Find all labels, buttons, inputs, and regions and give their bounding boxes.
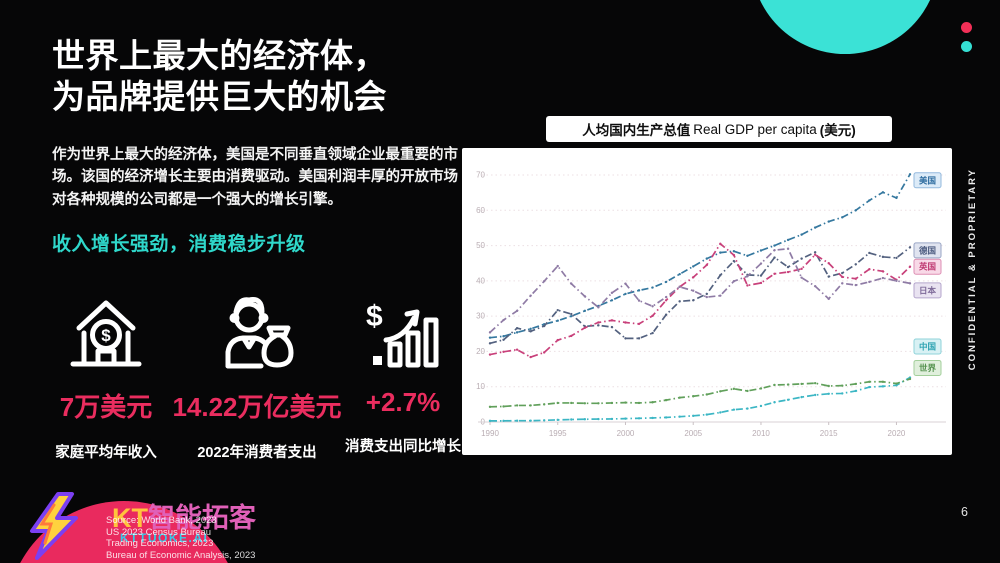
decorative-cyan-circle	[751, 0, 939, 54]
section-subheading: 收入增长强劲，消费稳步升级	[52, 234, 306, 255]
svg-text:60: 60	[476, 206, 485, 215]
house-dollar-icon: $	[40, 284, 172, 374]
svg-text:日本: 日本	[919, 285, 937, 295]
chart-title-en: Real GDP per capita	[693, 121, 817, 137]
decorative-red-dot	[961, 22, 972, 33]
stat-label: 2022年消费者支出	[197, 445, 317, 461]
page-title-line1: 世界上最大的经济体，	[52, 37, 387, 74]
stat-spending-growth: $ +2.7% 消费支出同比增长	[342, 284, 464, 456]
svg-text:1995: 1995	[549, 429, 567, 438]
svg-text:2015: 2015	[820, 429, 838, 438]
chart-title-unit: (美元)	[819, 123, 856, 138]
stat-value: 7万美元	[59, 392, 153, 422]
chart-title: 人均国内生产总值 Real GDP per capita (美元)	[546, 116, 892, 142]
svg-text:2010: 2010	[752, 429, 770, 438]
stat-consumer-spending: 14.22万亿美元 2022年消费者支出	[172, 284, 342, 462]
svg-text:德国: 德国	[919, 245, 936, 255]
stat-label: 消费支出同比增长	[345, 439, 461, 455]
stat-label: 家庭平均年收入	[55, 445, 157, 461]
svg-text:中国: 中国	[919, 342, 936, 352]
svg-text:美国: 美国	[919, 175, 936, 185]
svg-text:$: $	[366, 300, 383, 333]
logo-subtext: KTTUOKE.AI	[120, 531, 209, 545]
lightning-bolt-logo-icon	[24, 491, 98, 563]
svg-text:$: $	[101, 326, 111, 345]
stat-value: 14.22万亿美元	[172, 392, 342, 422]
stat-household-income: $ 7万美元 家庭平均年收入	[40, 284, 172, 462]
source-line: Trading Economics, 2023	[106, 538, 214, 549]
page-title: 世界上最大的经济体， 为品牌提供巨大的机会	[52, 36, 387, 118]
svg-text:50: 50	[476, 241, 485, 250]
logo-text: KT智能拓客	[112, 496, 256, 535]
svg-text:2005: 2005	[684, 429, 702, 438]
svg-text:英国: 英国	[918, 262, 936, 272]
source-line: Source: World Bank, 2023	[106, 515, 217, 526]
svg-text:1990: 1990	[481, 429, 499, 438]
confidential-label: CONFIDENTIAL & PROPRIETARY	[967, 168, 978, 371]
decorative-cyan-dot	[961, 41, 972, 52]
consumer-money-bag-icon	[172, 284, 342, 374]
dollar-growth-bars-icon: $	[342, 284, 464, 374]
page-number: 6	[961, 505, 968, 519]
source-citation: Source: World Bank, 2023 US 2023 Census …	[106, 515, 255, 561]
page-title-line2: 为品牌提供巨大的机会	[52, 77, 387, 115]
svg-text:20: 20	[476, 347, 485, 356]
svg-text:30: 30	[476, 312, 485, 321]
svg-text:40: 40	[476, 276, 485, 285]
svg-text:世界: 世界	[919, 363, 937, 373]
svg-text:2020: 2020	[888, 429, 906, 438]
logo-zh: 智能拓客	[148, 503, 256, 533]
stat-value: +2.7%	[365, 387, 441, 417]
intro-paragraph: 作为世界上最大的经济体，美国是不同垂直领域企业最重要的市场。该国的经济增长主要由…	[52, 147, 458, 208]
svg-text:2000: 2000	[617, 429, 635, 438]
source-line: Bureau of Economic Analysis, 2023	[106, 549, 256, 561]
source-line: US 2023 Census Bureau	[106, 526, 212, 538]
chart-title-zh: 人均国内生产总值	[582, 123, 691, 138]
svg-text:70: 70	[476, 171, 485, 180]
svg-text:10: 10	[476, 382, 485, 391]
chart-panel: 0 10 20 30 40 50 60 70 1990 1995 2000 2005 2010 2015 2…	[462, 148, 952, 455]
logo-kt: KT	[112, 503, 148, 533]
